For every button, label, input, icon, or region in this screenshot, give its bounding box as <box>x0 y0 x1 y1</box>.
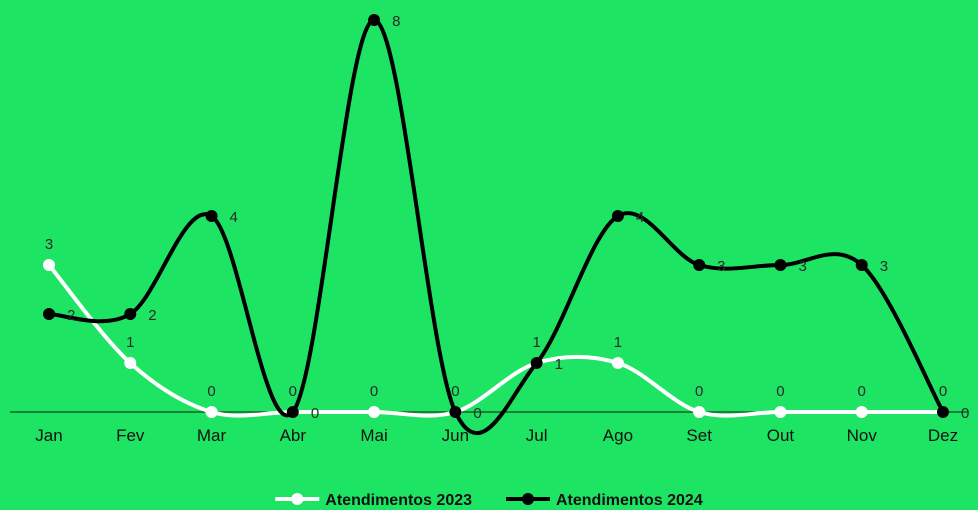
data-point-0[interactable] <box>693 406 706 418</box>
data-label-1: 0 <box>961 405 969 422</box>
data-point-1[interactable] <box>205 210 218 222</box>
x-tick-label: Ago <box>603 426 633 445</box>
data-point-1[interactable] <box>855 259 868 271</box>
data-label-0: 0 <box>939 383 947 400</box>
data-label-0: 1 <box>126 334 134 351</box>
x-tick-label: Mar <box>197 426 227 445</box>
data-point-0[interactable] <box>124 357 137 369</box>
data-point-1[interactable] <box>124 308 137 320</box>
x-tick-label: Mai <box>360 426 387 445</box>
data-label-0: 0 <box>207 383 215 400</box>
x-tick-label: Nov <box>847 426 878 445</box>
legend-swatch-dot <box>522 493 534 505</box>
data-label-0: 3 <box>45 236 53 253</box>
data-point-1[interactable] <box>449 406 462 418</box>
data-point-1[interactable] <box>611 210 624 222</box>
data-point-1[interactable] <box>43 308 55 320</box>
x-tick-label: Dez <box>928 426 958 445</box>
x-tick-label: Abr <box>280 426 307 445</box>
data-point-1[interactable] <box>693 259 706 271</box>
data-label-0: 0 <box>451 383 459 400</box>
x-tick-label: Out <box>767 426 795 445</box>
data-point-0[interactable] <box>205 406 218 418</box>
data-point-0[interactable] <box>855 406 868 418</box>
legend-item-0[interactable]: Atendimentos 2023 <box>275 492 472 509</box>
data-label-1: 2 <box>148 307 156 324</box>
series-layer <box>43 14 949 435</box>
data-point-0[interactable] <box>368 406 381 418</box>
data-point-1[interactable] <box>937 406 949 418</box>
series-line-1 <box>47 18 945 435</box>
data-label-0: 1 <box>532 334 540 351</box>
data-label-1: 3 <box>798 258 806 275</box>
data-point-0[interactable] <box>774 406 787 418</box>
series-line-0 <box>47 263 945 418</box>
data-label-1: 4 <box>230 209 238 226</box>
data-label-1: 1 <box>555 356 563 373</box>
x-tick-label: Jul <box>526 426 548 445</box>
data-label-0: 0 <box>776 383 784 400</box>
data-label-0: 0 <box>858 383 866 400</box>
data-point-0[interactable] <box>611 357 624 369</box>
data-label-1: 2 <box>67 307 75 324</box>
data-label-1: 3 <box>880 258 888 275</box>
legend-swatch-dot <box>291 493 304 505</box>
legend-item-1[interactable]: Atendimentos 2024 <box>506 492 703 509</box>
x-tick-label: Jun <box>442 426 469 445</box>
axis-layer: Jan Fev Mar Abr Mai Jun Jul Ago Set Out Nov Dez <box>10 411 968 445</box>
data-point-1[interactable] <box>286 406 299 418</box>
data-label-1: 3 <box>717 258 725 275</box>
data-label-0: 1 <box>614 334 622 351</box>
data-label-1: 0 <box>473 405 481 422</box>
legend: Atendimentos 2023 Atendimentos 2024 <box>275 492 703 509</box>
data-point-1[interactable] <box>530 357 543 369</box>
data-label-1: 0 <box>311 405 319 422</box>
data-label-1: 4 <box>636 209 644 226</box>
x-tick-label: Jan <box>35 426 62 445</box>
data-label-0: 0 <box>695 383 703 400</box>
data-label-0: 0 <box>370 383 378 400</box>
data-point-1[interactable] <box>774 259 787 271</box>
legend-label: Atendimentos 2023 <box>325 492 472 509</box>
legend-label: Atendimentos 2024 <box>556 492 703 509</box>
data-point-0[interactable] <box>43 259 55 271</box>
data-label-1: 8 <box>392 13 400 30</box>
data-point-1[interactable] <box>368 14 381 26</box>
data-label-0: 0 <box>289 383 297 400</box>
x-tick-label: Fev <box>116 426 145 445</box>
x-tick-label: Set <box>686 426 712 445</box>
